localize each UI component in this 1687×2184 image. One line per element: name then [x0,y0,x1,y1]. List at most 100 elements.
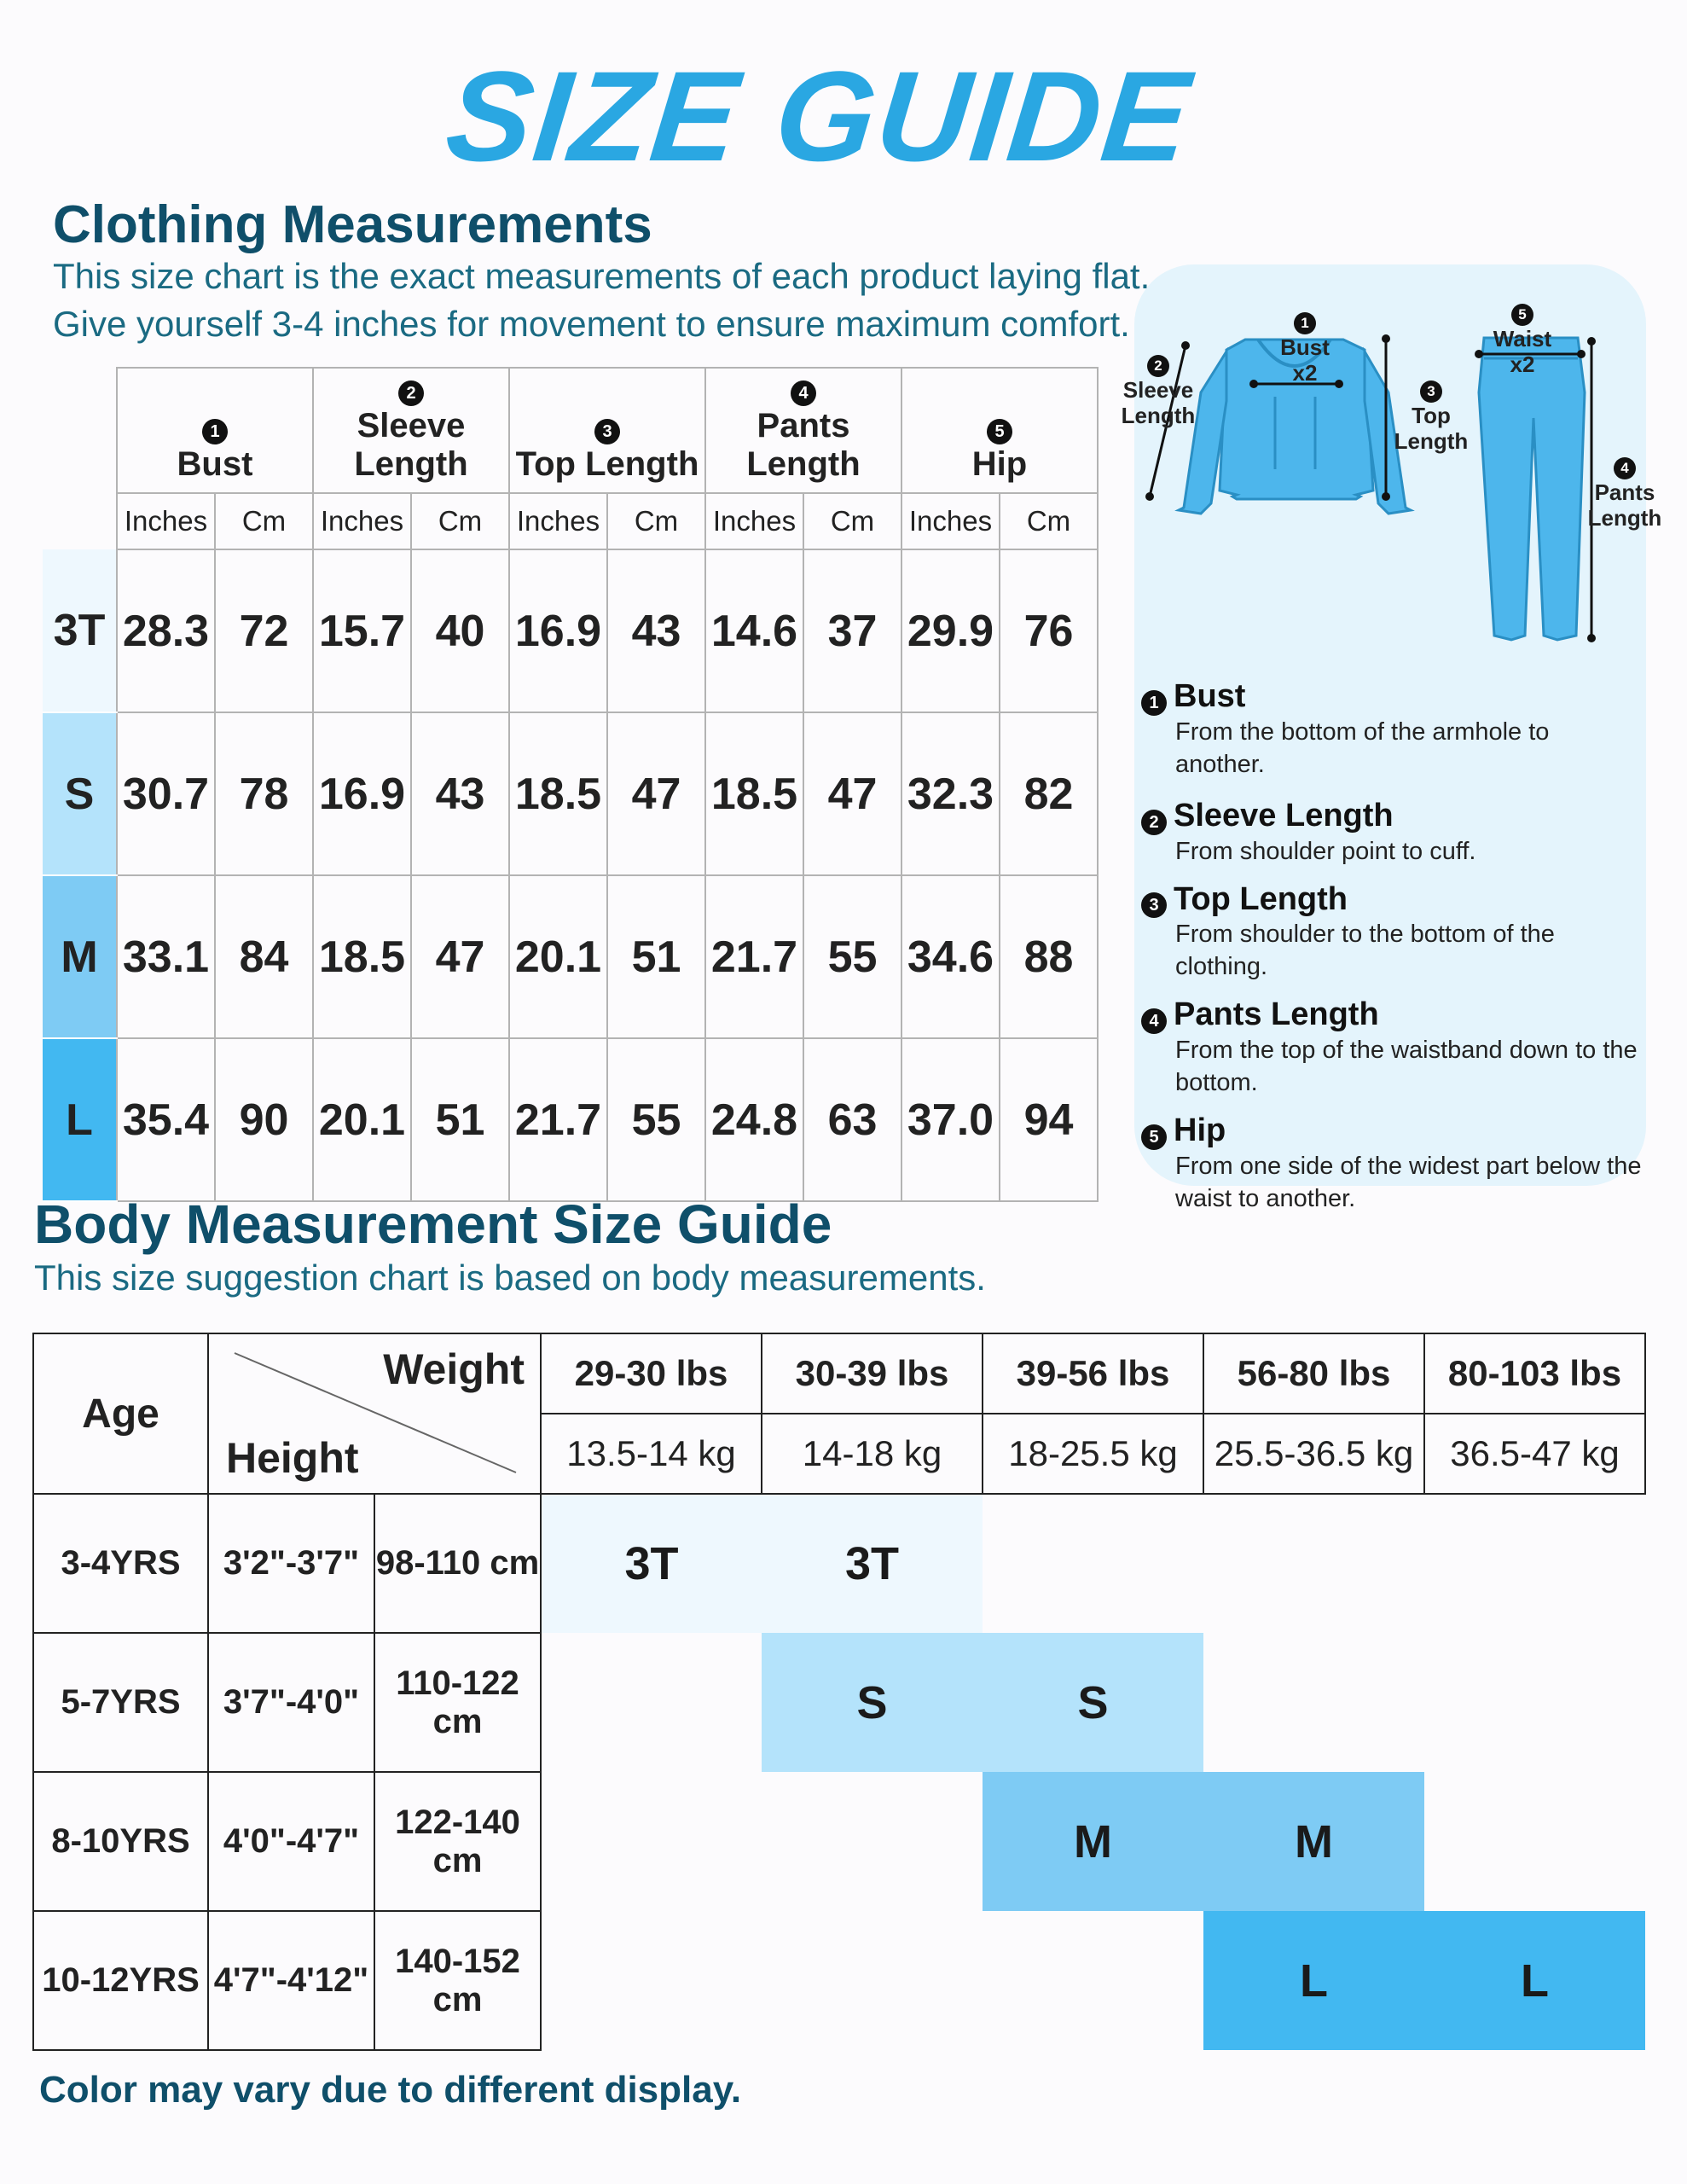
number-3-icon: 3 [1141,892,1167,919]
height-ft-cell: 3'2"-3'7" [207,1493,375,1634]
size-label: S [43,712,117,876]
table-cell: 43 [606,549,706,713]
height-label: Height [226,1434,359,1482]
unit-cm: Cm [214,492,314,550]
table-cell: 94 [999,1037,1099,1202]
table-cell: 21.7 [508,1037,608,1202]
clothing-unit-row: Inches Cm Inches Cm Inches Cm Inches Cm … [43,492,1099,550]
size-suggestion-cell: M [1203,1772,1424,1911]
height-ft-cell: 3'7"-4'0" [207,1632,375,1773]
unit-cm: Cm [999,492,1099,550]
col-header-pants-length: 4 Pants Length [704,367,902,494]
weight-kg-cell: 14-18 kg [761,1413,983,1495]
height-cm-cell: 122-140 cm [374,1771,542,1912]
clothing-subtitle-line2: Give yourself 3-4 inches for movement to… [53,304,1130,344]
table-cell: 47 [410,874,510,1039]
body-row-3-4yrs: 3-4YRS 3'2"-3'7" 98-110 cm 3T 3T [32,1493,1645,1634]
body-row-5-7yrs: 5-7YRS 3'7"-4'0" 110-122 cm S S [32,1632,1645,1773]
table-cell: 35.4 [116,1037,216,1202]
weight-kg-cell: 13.5-14 kg [540,1413,762,1495]
table-cell: 72 [214,549,314,713]
diagram-pants-length-label: 4 Pants Length [1578,452,1672,531]
clothing-measurements-table: 1 Bust 2 Sleeve Length 3 Top Length 4 Pants … [43,367,1099,1202]
height-cm-cell: 140-152 cm [374,1910,542,2051]
table-cell: 37 [803,549,902,713]
unit-inches: Inches [312,492,412,550]
table-cell: 24.8 [704,1037,804,1202]
page-title: SIZE GUIDE [440,44,1197,188]
table-cell: 51 [606,874,706,1039]
size-suggestion-cell: 3T [541,1494,762,1633]
number-1-icon: 1 [1141,689,1167,716]
table-cell: 82 [999,712,1099,876]
table-cell: 18.5 [704,712,804,876]
number-5-icon: 5 [1511,304,1533,326]
table-cell: 55 [803,874,902,1039]
table-cell: 18.5 [312,874,412,1039]
weight-height-header: Weight Height [207,1333,542,1495]
unit-inches: Inches [116,492,216,550]
table-cell: 30.7 [116,712,216,876]
table-cell: 20.1 [312,1037,412,1202]
diagram-top-length-label: 3 Top Length [1388,375,1474,454]
unit-inches: Inches [508,492,608,550]
clothing-row-l: L 35.4 90 20.1 51 21.7 55 24.8 63 37.0 9… [43,1037,1099,1202]
body-row-8-10yrs: 8-10YRS 4'0"-4'7" 122-140 cm M M [32,1771,1645,1912]
table-cell: 18.5 [508,712,608,876]
definition-top-length: 3 Top Length From shoulder to the bottom … [1141,881,1644,984]
size-label: 3T [43,549,117,713]
clothing-row-s: S 30.7 78 16.9 43 18.5 47 18.5 47 32.3 8… [43,712,1099,876]
table-cell: 90 [214,1037,314,1202]
measurement-definitions: 1 Bust From the bottom of the armhole to … [1141,678,1644,1215]
color-disclaimer: Color may vary due to different display. [39,2069,742,2111]
weight-kg-row: 13.5-14 kg 14-18 kg 18-25.5 kg 25.5-36.5… [33,1413,1646,1495]
table-cell: 20.1 [508,874,608,1039]
body-row-10-12yrs: 10-12YRS 4'7"-4'12" 140-152 cm L L [32,1910,1645,2051]
weight-lbs-cell: 80-103 lbs [1423,1333,1646,1414]
number-2-icon: 2 [398,380,424,406]
unit-cm: Cm [410,492,510,550]
table-cell: 43 [410,712,510,876]
col-header-sleeve-length: 2 Sleeve Length [312,367,510,494]
table-cell: 84 [214,874,314,1039]
diagonal-divider [234,1352,517,1473]
unit-inches: Inches [901,492,1000,550]
table-cell: 16.9 [508,549,608,713]
clothing-heading: Clothing Measurements [53,195,652,254]
table-cell: 51 [410,1037,510,1202]
number-1-icon: 1 [1294,312,1316,334]
weight-lbs-row: Age Weight Height 29-30 lbs 30-39 lbs 39… [32,1333,1646,1495]
clothing-subtitle-line1: This size chart is the exact measurement… [53,256,1151,296]
number-4-icon: 4 [1141,1008,1167,1035]
definition-hip: 5 Hip From one side of the widest part be… [1141,1112,1644,1215]
weight-lbs-cell: 56-80 lbs [1203,1333,1425,1414]
number-2-icon: 2 [1147,355,1169,377]
age-cell: 3-4YRS [32,1493,209,1634]
table-cell: 32.3 [901,712,1000,876]
clothing-row-m: M 33.1 84 18.5 47 20.1 51 21.7 55 34.6 8… [43,874,1099,1039]
size-suggestion-cell: S [983,1633,1203,1772]
body-measurement-table: Age Weight Height 29-30 lbs 30-39 lbs 39… [32,1333,1646,2051]
size-label: L [43,1038,117,1202]
weight-kg-cell: 36.5-47 kg [1423,1413,1646,1495]
clothing-header-row: 1 Bust 2 Sleeve Length 3 Top Length 4 Pants … [43,367,1099,494]
col-header-hip: 5 Hip [901,367,1099,494]
right-sleeve-icon [1363,346,1415,515]
table-cell: 88 [999,874,1099,1039]
table-cell: 16.9 [312,712,412,876]
definition-pants-length: 4 Pants Length From the top of the waistb… [1141,996,1644,1099]
left-sleeve-icon [1174,346,1228,515]
table-cell: 78 [214,712,314,876]
table-cell: 21.7 [704,874,804,1039]
table-cell: 37.0 [901,1037,1000,1202]
age-cell: 10-12YRS [32,1910,209,2051]
size-suggestion-cell: L [1203,1911,1424,2050]
table-cell: 34.6 [901,874,1000,1039]
table-cell: 40 [410,549,510,713]
pants-icon [1477,336,1586,642]
table-cell: 47 [803,712,902,876]
number-4-icon: 4 [1614,457,1636,479]
table-cell: 29.9 [901,549,1000,713]
table-cell: 63 [803,1037,902,1202]
definition-sleeve-length: 2 Sleeve Length From shoulder point to cu… [1141,798,1644,868]
